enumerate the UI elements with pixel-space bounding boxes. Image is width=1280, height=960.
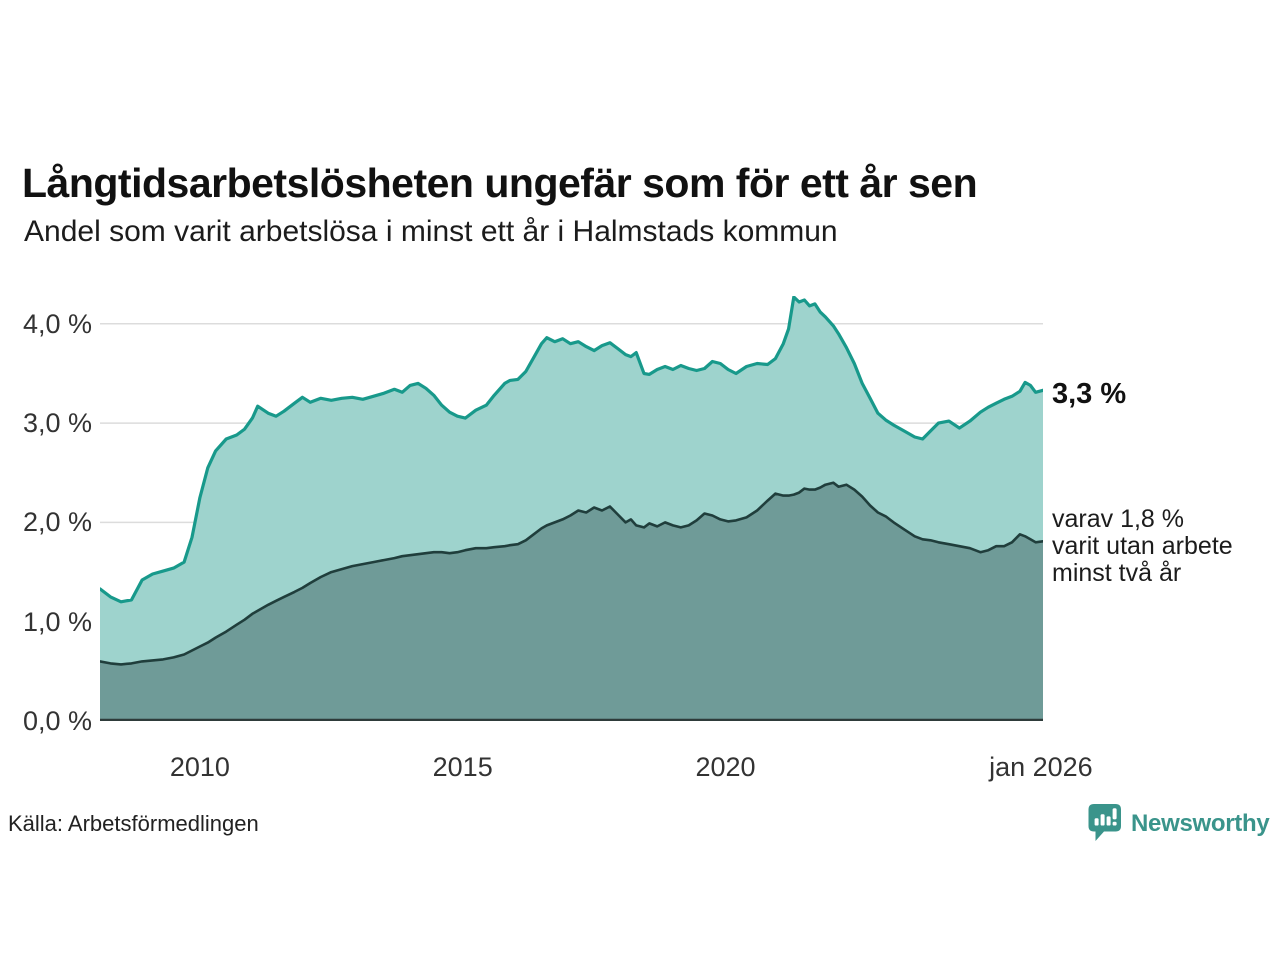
page-subtitle: Andel som varit arbetslösa i minst ett å… — [24, 215, 838, 248]
y-tick-label: 1,0 % — [22, 606, 92, 637]
y-tick-label: 3,0 % — [22, 408, 92, 439]
y-tick-label: 0,0 % — [22, 706, 92, 736]
y-tick-label: 4,0 % — [22, 308, 92, 339]
breakdown-line-3: minst två år — [1052, 559, 1182, 587]
newsworthy-logo: Newsworthy — [1086, 801, 1270, 848]
area-unemployed-2yr — [100, 482, 1043, 721]
x-tick-label: 2020 — [695, 752, 756, 782]
line-unemployed-1yr — [100, 296, 1043, 604]
x-tick-label: jan 2026 — [989, 752, 1093, 782]
area-chart-svg — [100, 296, 1043, 721]
x-tick-label: 2010 — [169, 752, 230, 782]
x-tick-label: 2015 — [432, 752, 493, 782]
y-tick-label: 2,0 % — [22, 507, 92, 538]
breakdown-label: varav 1,8 % varit utan arbete minst två … — [1052, 506, 1233, 587]
breakdown-line-1: varav 1,8 % — [1052, 505, 1185, 533]
newsworthy-logo-text: Newsworthy — [1131, 810, 1270, 837]
line-unemployed-2yr — [100, 481, 1043, 666]
latest-value-label: 3,3 % — [1052, 378, 1127, 410]
breakdown-line-2: varit utan arbete — [1052, 532, 1233, 560]
page-title: Långtidsarbetslösheten ungefär som för e… — [22, 160, 978, 207]
bar-chart-speech-bubble-icon — [1086, 801, 1123, 848]
area-chart — [100, 296, 1043, 721]
source-attribution: Källa: Arbetsförmedlingen — [8, 811, 259, 836]
